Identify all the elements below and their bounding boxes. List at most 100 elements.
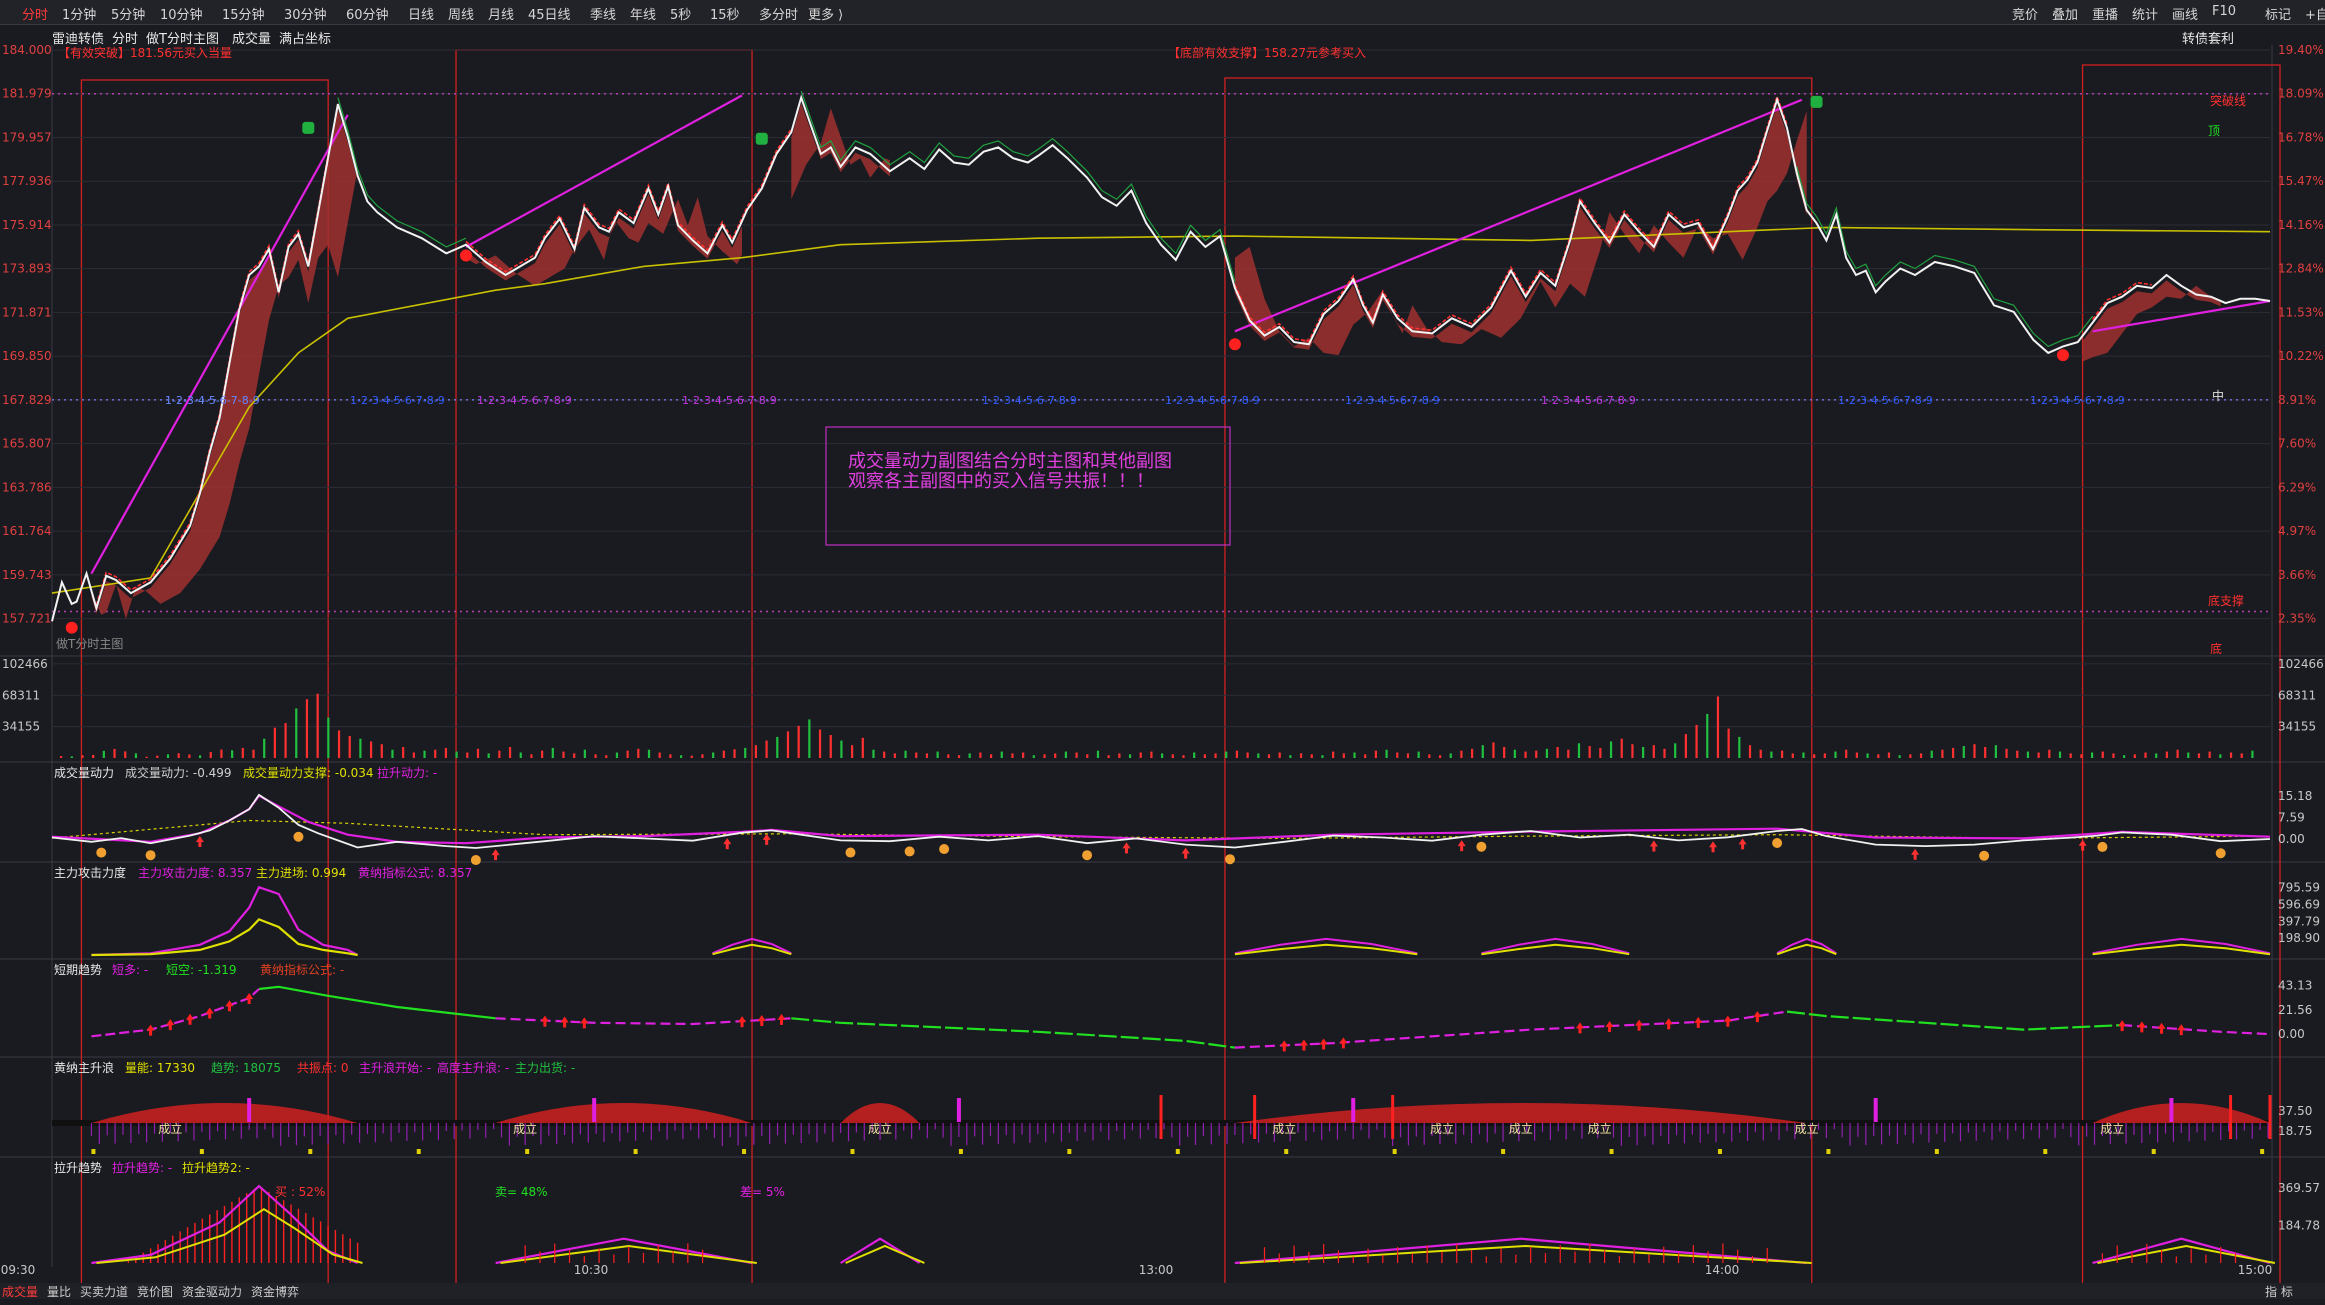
volume-bar-57 (669, 754, 672, 758)
yw-resonance-bar-3 (2268, 1095, 2272, 1139)
volume-bar-75 (861, 737, 864, 758)
toolbar-right-2[interactable]: 重播 (2092, 8, 2119, 23)
volume-bar-95 (1075, 752, 1078, 758)
volume-bar-125 (1396, 752, 1399, 758)
tab-period-3[interactable]: 10分钟 (160, 8, 203, 23)
volume-bar-98 (1107, 755, 1110, 758)
volume-bar-111 (1246, 752, 1249, 758)
volume-bar-50 (594, 754, 597, 758)
vm-hand-icon-10 (939, 844, 950, 855)
short-bear-line-0 (258, 985, 496, 1020)
volume-bar-62 (722, 750, 725, 758)
volume-bar-149 (1652, 745, 1655, 758)
bottom-tab-2[interactable]: 买卖力道 (80, 1285, 129, 1299)
toolbar-right-4[interactable]: 画线 (2172, 8, 2199, 23)
tab-period-5[interactable]: 30分钟 (284, 8, 327, 23)
tab-period-16[interactable]: 更多 ⟩ (808, 8, 844, 23)
indicator-menu[interactable]: 指 标 (2265, 1285, 2293, 1299)
short-up-arrow-5 (245, 993, 254, 1005)
title-item-3[interactable]: 满占坐标 (279, 32, 332, 47)
y-tick-right-1: 18.09% (2278, 87, 2324, 101)
toolbar-right-3[interactable]: 统计 (2132, 8, 2159, 23)
volume-bar-170 (1877, 754, 1880, 758)
panel-tick-vm-2: 0.00 (2278, 832, 2305, 846)
bottom-tab-0[interactable]: 成交量 (2, 1285, 39, 1299)
y-tick-left-4: 175.914 (2, 218, 52, 232)
tab-period-1[interactable]: 1分钟 (62, 8, 97, 23)
volume-bar-100 (1128, 754, 1132, 758)
ribbon-area-4 (2082, 280, 2221, 362)
arbitrage-label[interactable]: 转债套利 (2182, 32, 2235, 47)
avg-price-line (51, 226, 2271, 594)
volume-bar-161 (1780, 750, 1784, 758)
volume-bar-96 (1086, 754, 1089, 758)
volume-bar-187 (2058, 751, 2062, 758)
volume-bar-173 (1909, 754, 1912, 758)
panel-tick-ma-1: 596.69 (2278, 897, 2320, 911)
tab-period-15[interactable]: 多分时 (759, 8, 799, 23)
title-item-0[interactable]: 分时 (112, 32, 139, 47)
toolbar-right-0[interactable]: 竞价 (2012, 8, 2039, 23)
tab-period-10[interactable]: 45日线 (528, 8, 571, 23)
tab-period-12[interactable]: 年线 (630, 8, 657, 23)
vm-up-arrow-19 (1738, 838, 1747, 850)
volume-bar-165 (1823, 753, 1826, 758)
bottom-tab-5[interactable]: 资金博弈 (251, 1285, 300, 1299)
buy-signal-icon-2 (1228, 338, 1241, 351)
y-tick-right-13: 2.35% (2278, 612, 2316, 626)
yw-established-label-5: 成立 (1509, 1121, 1533, 1136)
tab-period-6[interactable]: 60分钟 (346, 8, 389, 23)
title-item-1[interactable]: 做T分时主图 (146, 32, 219, 47)
bottom-tab-3[interactable]: 竞价图 (137, 1285, 174, 1299)
yw-bottom-mark (2043, 1149, 2048, 1154)
volume-bar-148 (1642, 746, 1645, 758)
right-top-label: 突破线 (2210, 93, 2246, 108)
panel-legend-yw-0: 量能: 17330 (125, 1061, 195, 1075)
volume-bar-136 (1513, 749, 1516, 758)
pu-magenta-line-4 (2092, 1237, 2271, 1265)
vm-up-arrow-12 (1122, 842, 1131, 854)
bottom-tab-4[interactable]: 资金驱动力 (182, 1285, 243, 1299)
short-up-arrow-9 (738, 1016, 747, 1028)
tab-period-2[interactable]: 5分钟 (111, 8, 146, 23)
tab-period-0[interactable]: 分时 (22, 8, 49, 23)
toolbar-right-1[interactable]: 叠加 (2052, 8, 2079, 23)
volume-bar-83 (947, 754, 950, 758)
volume-bar-45 (541, 750, 544, 758)
short-up-arrow-17 (1605, 1020, 1614, 1032)
chart-title-row: 雷迪转债 分时 做T分时主图 成交量 满占坐标 转债套利 (0, 26, 2325, 47)
tab-period-4[interactable]: 15分钟 (222, 8, 265, 23)
short-up-arrow-24 (2137, 1021, 2146, 1033)
toolbar-right-5[interactable]: F10 (2212, 4, 2237, 19)
volume-bar-156 (1727, 728, 1730, 758)
volume-bar-66 (765, 740, 768, 758)
trend-line-0 (90, 114, 349, 575)
intraday-chart[interactable]: 184.000 19.40% 181.979 18.09% 179.957 16.78% 1… (0, 45, 2325, 1305)
tab-period-7[interactable]: 日线 (408, 8, 435, 23)
y-tick-right-7: 10.22% (2278, 349, 2324, 363)
vm-hand-icon-16 (1476, 841, 1487, 852)
toolbar-right-7[interactable]: +自选 (2305, 8, 2325, 23)
tab-period-9[interactable]: 月线 (488, 8, 515, 23)
panel-legend-yw-3: 主升浪开始: - (359, 1060, 431, 1075)
vm-hand-icon-25 (2215, 848, 2226, 859)
tab-period-8[interactable]: 周线 (448, 8, 475, 23)
volume-bar-90 (1022, 752, 1025, 758)
tab-period-11[interactable]: 季线 (590, 8, 617, 23)
tab-period-14[interactable]: 15秒 (710, 8, 740, 23)
bottom-tab-1[interactable]: 量比 (47, 1285, 72, 1299)
tab-period-13[interactable]: 5秒 (670, 8, 692, 23)
short-up-arrow-22 (1753, 1011, 1762, 1023)
toolbar-right-6[interactable]: 标记 (2265, 8, 2292, 23)
volume-bar-178 (1962, 746, 1965, 758)
volume-bar-185 (2037, 752, 2040, 758)
title-item-2[interactable]: 成交量 (232, 32, 272, 47)
volume-bar-27 (348, 735, 351, 758)
volume-bar-94 (1064, 751, 1067, 758)
panel-legend-ma-1: 主力进场: 0.994 (256, 866, 346, 880)
buy-signal-icon-0 (65, 621, 78, 634)
volume-bar-118 (1321, 755, 1324, 758)
y-tick-left-3: 177.936 (2, 174, 52, 188)
y-tick-right-5: 12.84% (2278, 262, 2324, 276)
short-up-arrow-25 (2157, 1022, 2166, 1034)
